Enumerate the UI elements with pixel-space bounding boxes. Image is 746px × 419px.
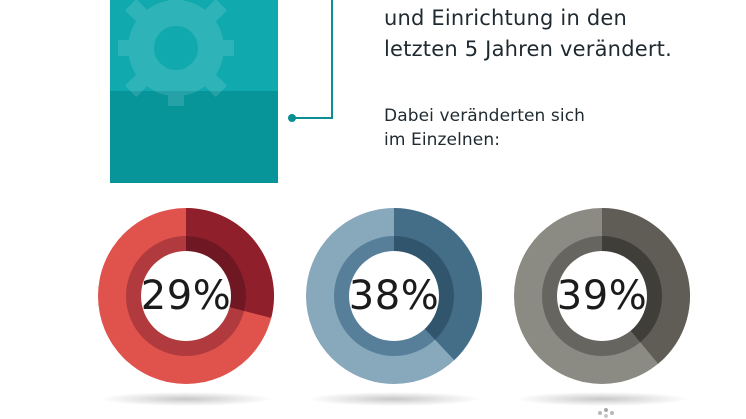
donut-chart-38: 38% [305, 207, 483, 385]
logo-dot [604, 414, 608, 418]
donut-svg-29 [98, 208, 274, 384]
gear-tooth [168, 88, 184, 106]
logo-dot [598, 411, 602, 415]
headline-line-1: und Einrichtung in den [384, 6, 627, 30]
headline-line-2: letzten 5 Jahren verändert. [384, 37, 672, 61]
donut-hole-38 [349, 251, 439, 341]
donut-hole-29 [141, 251, 231, 341]
gear-tooth [168, 0, 184, 8]
gear-tooth [202, 0, 228, 24]
donut-label-38: 38% [348, 273, 440, 319]
gear-tooth [216, 40, 234, 56]
donut-shadow-39 [517, 392, 687, 406]
gear-outer [128, 0, 224, 96]
donut-shadow-38 [309, 392, 479, 406]
donut-shadow-29 [101, 392, 271, 406]
donut-label-39: 39% [556, 273, 648, 319]
gear-tooth [124, 72, 150, 98]
connector-path [292, 0, 333, 119]
teal-panel-graphic [110, 0, 278, 183]
connector-dot [288, 114, 296, 122]
donut-label-29: 29% [140, 273, 232, 319]
logo-dot [610, 411, 614, 415]
logo-icon [598, 408, 614, 418]
gear-hub [154, 26, 198, 70]
panel-top-half [110, 0, 278, 91]
donut-chart-29: 29% [97, 207, 275, 385]
gear-tooth [118, 40, 136, 56]
gear-tooth [124, 0, 150, 24]
panel-bottom-half [110, 91, 278, 183]
donut-svg-38 [306, 208, 482, 384]
donut-svg-39 [514, 208, 690, 384]
subtext-line-1: Dabei veränderten sich [384, 106, 586, 126]
logo-dot [604, 408, 608, 412]
gear-tooth [202, 72, 228, 98]
subtext-line-2: im Einzelnen: [384, 130, 501, 150]
donut-hole-39 [557, 251, 647, 341]
donut-chart-39: 39% [513, 207, 691, 385]
teal-illustration-panel [110, 0, 278, 183]
gear-icon [118, 0, 234, 106]
